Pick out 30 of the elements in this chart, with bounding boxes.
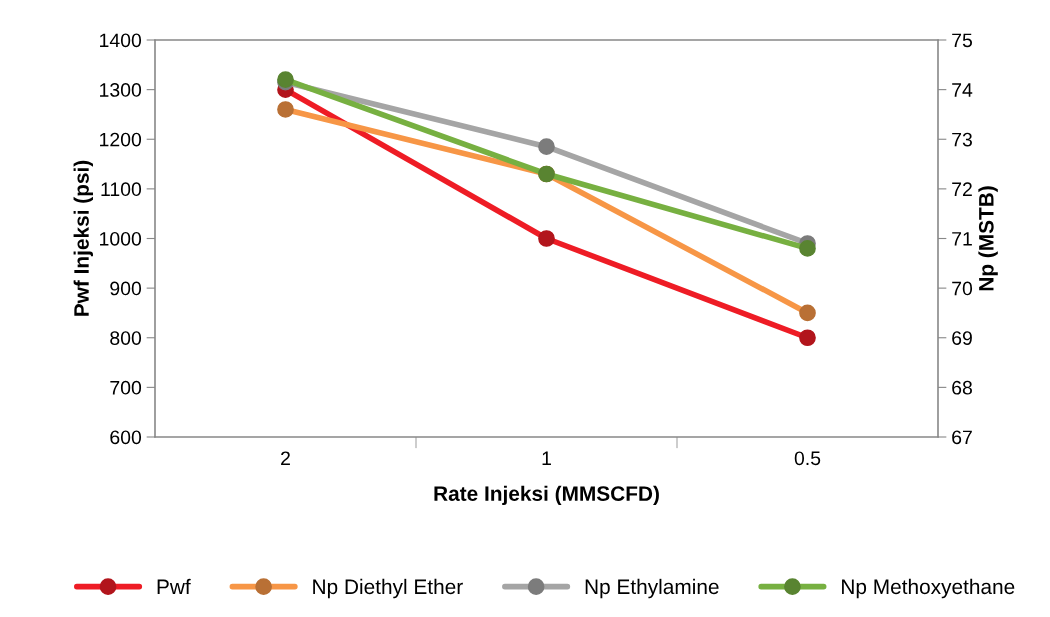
y2-tick-label: 68 [952,380,972,395]
x-tick-label: 0.5 [794,451,821,466]
legend-label: Np Methoxyethane [842,578,1015,599]
point [799,240,816,257]
y-axis-title: Pwf Injeksi (psi) [73,160,93,316]
point [538,138,555,156]
legend-label: Np Ethylamine [585,578,719,599]
y-tick-label: 800 [110,331,142,345]
y2-tick-label: 69 [952,331,972,345]
y2-tick-label: 70 [952,281,973,296]
y-tick-label: 700 [110,380,142,395]
y2-tick-label: 71 [952,232,972,246]
y2-tick-label: 74 [952,83,973,97]
y-tick-label: 600 [110,430,142,445]
x-axis-title: Rate Injeksi (MMSCFD) [434,485,659,506]
x-tick-label: 1 [542,451,551,465]
x-tick-label: 2 [281,451,290,465]
y-tick-label: 1200 [100,132,142,147]
legend-label: Np Diethyl Ether [313,578,463,599]
y-tick-label: 1400 [100,33,142,48]
y-tick-label: 1300 [100,83,142,97]
y-tick-label: 1100 [101,182,142,197]
legend-label: Pwf [157,578,191,594]
y2-axis-title: Np (MSTB) [978,186,998,291]
y-tick-label: 1000 [100,231,142,246]
y2-tick-label: 75 [952,33,973,48]
y2-tick-label: 72 [952,182,972,196]
y2-tick-label: 67 [952,430,972,445]
y2-tick-label: 73 [952,132,972,147]
y-tick-label: 900 [110,281,142,296]
